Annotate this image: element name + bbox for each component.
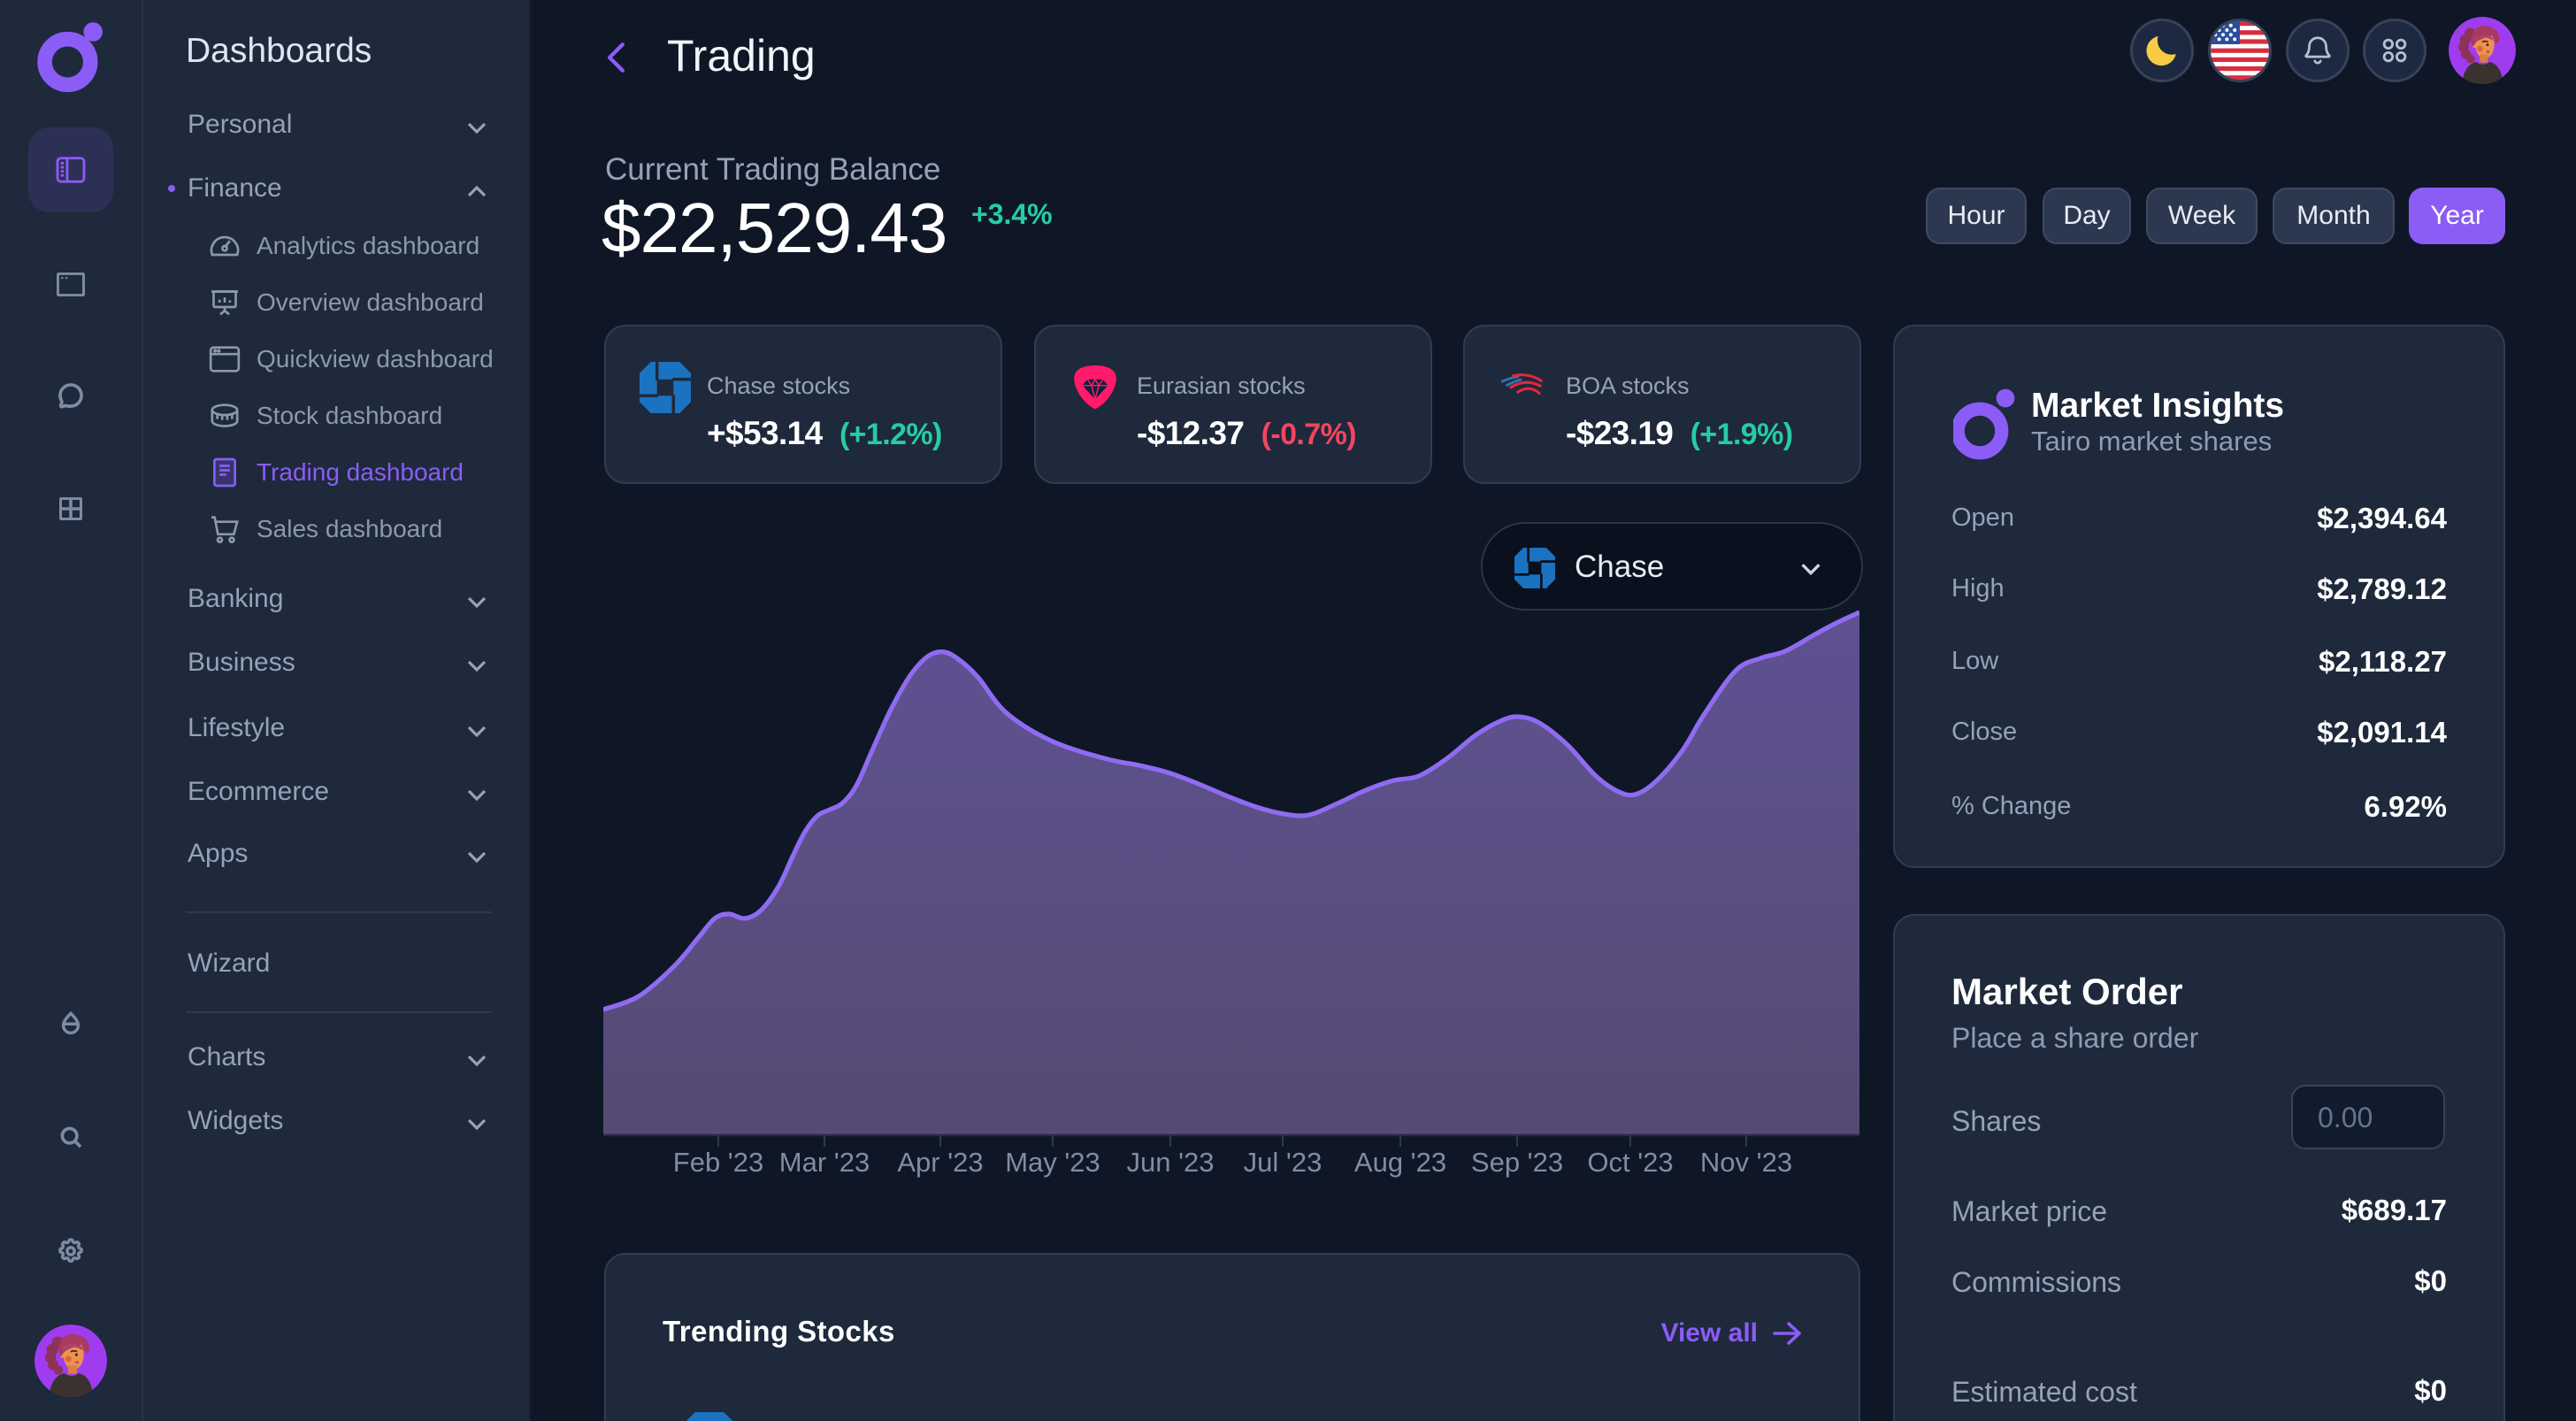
svg-text:Sep '23: Sep '23 [1471, 1147, 1563, 1178]
svg-text:Aug '23: Aug '23 [1354, 1147, 1446, 1178]
svg-text:Jul '23: Jul '23 [1244, 1147, 1322, 1178]
svg-text:Jun '23: Jun '23 [1127, 1147, 1215, 1178]
svg-text:Nov '23: Nov '23 [1700, 1147, 1792, 1178]
svg-text:Mar '23: Mar '23 [779, 1147, 870, 1178]
svg-text:May '23: May '23 [1005, 1147, 1100, 1178]
svg-text:Apr '23: Apr '23 [897, 1147, 983, 1178]
svg-text:Oct '23: Oct '23 [1587, 1147, 1673, 1178]
svg-text:Feb '23: Feb '23 [673, 1147, 763, 1178]
